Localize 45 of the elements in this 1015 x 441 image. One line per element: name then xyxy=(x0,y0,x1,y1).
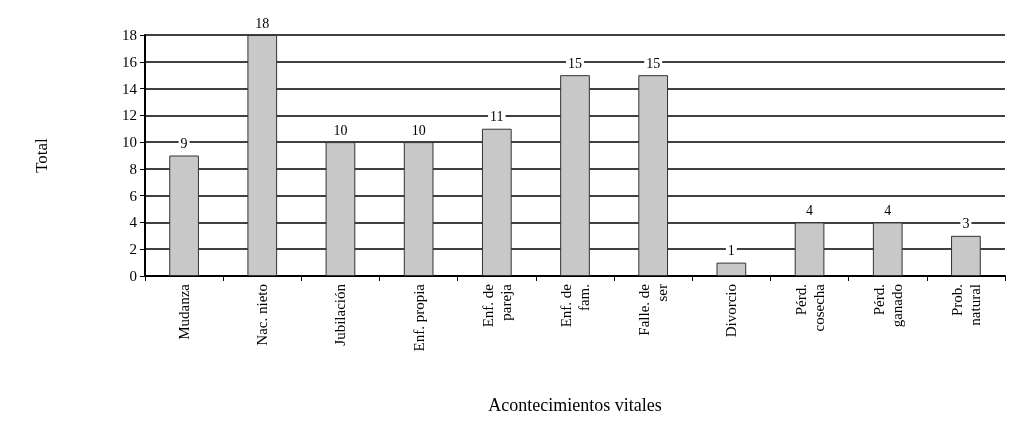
bar xyxy=(872,222,903,276)
bar xyxy=(403,142,434,276)
y-tick-label: 2 xyxy=(129,241,137,258)
bar xyxy=(169,155,199,276)
y-tick-label: 18 xyxy=(122,27,137,43)
x-tick-label: Enf. de pareja xyxy=(479,283,514,328)
bar xyxy=(325,142,356,276)
y-tick-label: 4 xyxy=(129,214,138,231)
data-label: 18 xyxy=(255,15,270,31)
bar xyxy=(951,235,981,276)
bar xyxy=(638,75,669,276)
x-tick-label: Pérd. cosecha xyxy=(792,283,827,332)
y-tick-label: 16 xyxy=(122,53,138,70)
x-tick-label: Pérd. ganado xyxy=(870,284,905,328)
bar xyxy=(481,128,512,276)
data-label: 3 xyxy=(962,216,970,232)
x-tick-label: Mudanza xyxy=(176,283,193,340)
data-label: 9 xyxy=(180,136,188,151)
x-tick-label: Jubilación xyxy=(332,283,349,346)
y-tick-label: 8 xyxy=(129,160,137,177)
data-label: 1 xyxy=(727,243,735,259)
x-tick-label: Divorcio xyxy=(723,284,740,338)
bar xyxy=(794,222,825,276)
data-label: 4 xyxy=(884,202,892,218)
x-axis-title: Acontecimientos vitales xyxy=(488,395,662,415)
y-tick-label: 6 xyxy=(129,187,138,204)
x-tick-label: Enf. propia xyxy=(410,283,427,352)
x-tick-label: Prob. natural xyxy=(948,284,983,326)
bar xyxy=(560,75,590,276)
data-label: 11 xyxy=(490,109,504,125)
x-tick-label: Falle. de ser xyxy=(636,283,671,336)
y-tick-label: 12 xyxy=(122,107,137,124)
data-label: 15 xyxy=(646,55,661,71)
data-label: 10 xyxy=(411,122,426,138)
bar xyxy=(716,262,747,276)
y-tick-label: 14 xyxy=(122,80,138,97)
data-label: 15 xyxy=(568,55,582,71)
y-tick-label: 10 xyxy=(122,134,137,151)
x-tick-label: Enf. de fam. xyxy=(558,283,592,328)
data-label: 10 xyxy=(333,122,348,138)
y-axis-title: Total xyxy=(32,137,51,173)
bar xyxy=(247,35,278,276)
y-tick-label: 0 xyxy=(129,268,137,284)
x-tick-label: Nac. nieto xyxy=(254,284,271,346)
data-label: 4 xyxy=(806,202,814,218)
